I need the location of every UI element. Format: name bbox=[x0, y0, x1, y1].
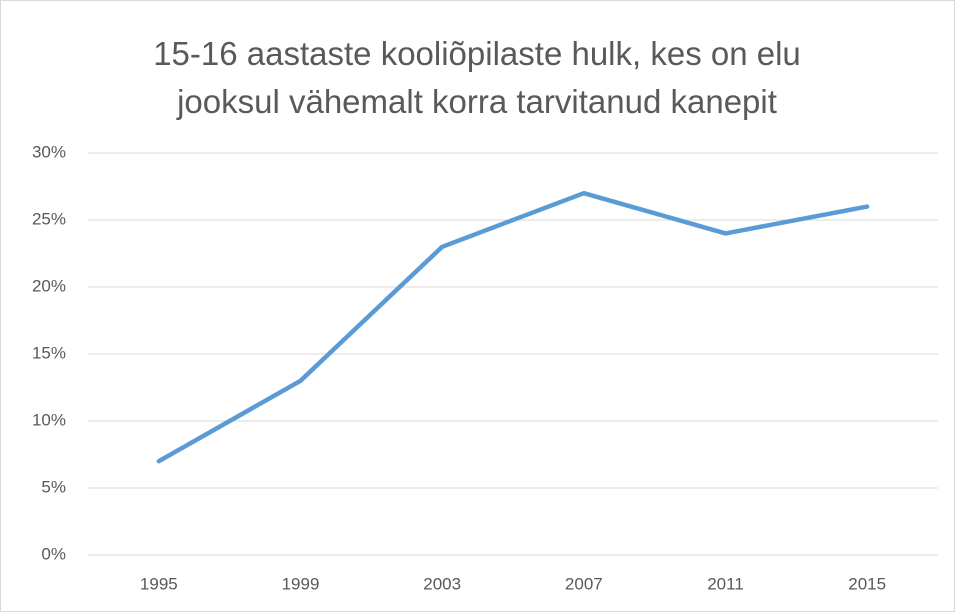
x-tick-label: 2015 bbox=[848, 574, 886, 593]
x-tick-label: 2003 bbox=[423, 574, 461, 593]
y-tick-label: 15% bbox=[32, 343, 66, 362]
chart-title: 15-16 aastaste kooliõpilaste hulk, kes o… bbox=[153, 35, 801, 120]
y-tick-label: 25% bbox=[32, 209, 66, 228]
x-tick-label: 1995 bbox=[140, 574, 178, 593]
y-tick-label: 0% bbox=[41, 544, 66, 563]
x-tick-label: 1999 bbox=[282, 574, 320, 593]
y-tick-label: 5% bbox=[41, 477, 66, 496]
y-tick-label: 10% bbox=[32, 410, 66, 429]
x-tick-label: 2011 bbox=[707, 574, 744, 593]
line-series bbox=[156, 190, 870, 464]
y-tick-label: 30% bbox=[32, 142, 66, 161]
y-tick-label: 20% bbox=[32, 276, 66, 295]
x-tick-label: 2007 bbox=[565, 574, 603, 593]
